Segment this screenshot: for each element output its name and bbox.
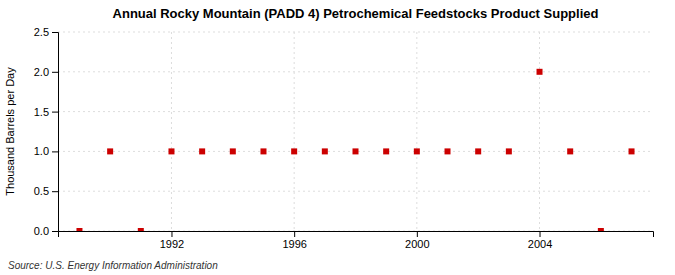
point [567,148,573,154]
tick-mark [171,231,172,237]
grid-line [58,191,653,192]
tick-mark [52,191,58,192]
tick-mark [294,231,295,237]
point [629,148,635,154]
tick-mark [540,231,541,237]
points [76,69,634,231]
tick-label: 2.5 [34,26,49,38]
plot-area: 1992 1996 2000 2004 0.0 0.5 1.0 1.5 2.0 2.5 [34,26,654,250]
tick-mark [52,32,58,33]
y-axis: 0.0 0.5 1.0 1.5 2.0 2.5 [34,26,59,237]
title: Annual Rocky Mountain (PADD 4) Petrochem… [113,6,599,21]
tick-label: 2004 [528,238,552,250]
tick-label: 0.0 [34,225,49,237]
point [475,148,481,154]
tick-label: 1992 [160,238,184,250]
grid-line [171,32,172,231]
chart: 1992 1996 2000 2004 0.0 0.5 1.0 1.5 2.0 2.5 Annual… [0,0,675,275]
tick-label: 1.0 [34,145,49,157]
tick: 0.5 [34,185,58,197]
point [414,148,420,154]
tick-mark [52,72,58,73]
grid-line [416,32,417,231]
tick-label: 2.0 [34,66,49,78]
axis-line [52,33,59,232]
point [506,148,512,154]
grid-line [539,32,540,231]
point [168,148,174,154]
point [445,148,451,154]
tick-mark [52,151,58,152]
tick-label: 1996 [282,238,306,250]
point [353,148,359,154]
tick: 2.0 [34,66,58,78]
tick: 1.0 [34,145,58,157]
point [107,148,113,154]
tick: 1.5 [34,106,58,118]
axis-line [59,232,654,238]
point [230,148,236,154]
point [76,228,82,231]
y-axis-label: Thousand Barrels per Day [4,67,16,196]
grid-line [58,71,653,72]
point [322,148,328,154]
point [383,148,389,154]
tick: 0.0 [34,225,58,237]
grid-line [58,111,653,112]
tick: 2000 [405,231,429,250]
x-axis: 1992 1996 2000 2004 [59,231,654,250]
point [199,148,205,154]
point [138,228,144,231]
tick: 1996 [282,231,306,250]
tick-mark [417,231,418,237]
point [260,148,266,154]
tick-mark [52,112,58,113]
tick-label: 2000 [405,238,429,250]
tick-label: 0.5 [34,185,49,197]
tick: 1992 [160,231,184,250]
tick: 2004 [528,231,552,250]
tick-mark [52,231,58,232]
grid-line [58,32,653,33]
tick: 2.5 [34,26,58,38]
source-note: Source: U.S. Energy Information Administ… [8,260,218,271]
grid-line [294,32,295,231]
tick-label: 1.5 [34,106,49,118]
point [598,228,604,231]
grid [58,32,653,231]
point [291,148,297,154]
point [537,69,543,75]
